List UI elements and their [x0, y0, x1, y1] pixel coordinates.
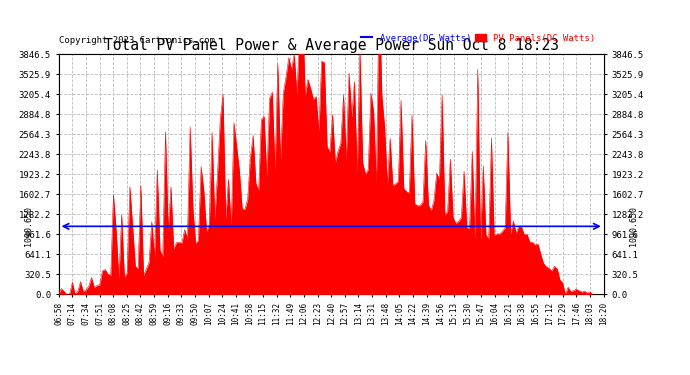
- Title: Total PV Panel Power & Average Power Sun Oct 8 18:23: Total PV Panel Power & Average Power Sun…: [104, 38, 559, 53]
- Legend: Average(DC Watts), PV Panels(DC Watts): Average(DC Watts), PV Panels(DC Watts): [358, 30, 599, 46]
- Text: Copyright 2023 Cartronics.com: Copyright 2023 Cartronics.com: [59, 36, 215, 45]
- Text: 1090.650: 1090.650: [629, 206, 638, 246]
- Text: 1090.650: 1090.650: [24, 206, 33, 246]
